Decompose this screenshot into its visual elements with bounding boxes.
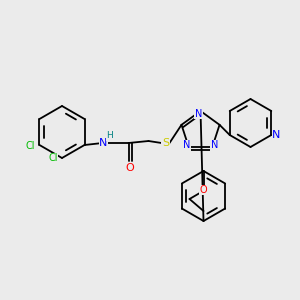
- Text: N: N: [183, 140, 190, 150]
- Text: N: N: [99, 138, 108, 148]
- Text: S: S: [162, 138, 169, 148]
- Text: N: N: [211, 140, 218, 150]
- Text: Cl: Cl: [48, 153, 58, 163]
- Text: N: N: [195, 109, 202, 119]
- Text: O: O: [200, 185, 207, 195]
- Text: Cl: Cl: [26, 141, 35, 151]
- Text: O: O: [125, 163, 134, 173]
- Text: N: N: [272, 130, 281, 140]
- Text: H: H: [106, 131, 113, 140]
